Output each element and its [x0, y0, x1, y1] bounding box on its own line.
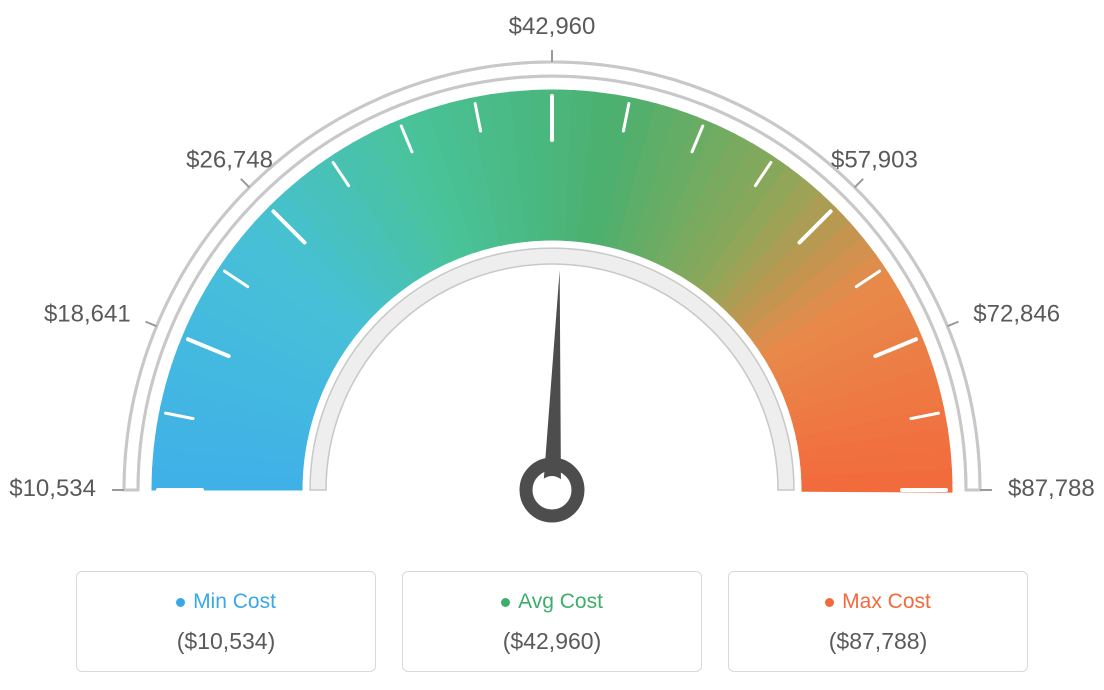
- dot-icon: [501, 598, 510, 607]
- legend-title-max: Max Cost: [825, 590, 931, 614]
- scale-label: $72,846: [973, 300, 1060, 327]
- legend-value-avg: ($42,960): [503, 628, 601, 655]
- legend-card-max: Max Cost ($87,788): [728, 571, 1028, 672]
- dot-icon: [825, 598, 834, 607]
- scale-label: $26,748: [186, 147, 273, 174]
- scale-label: $57,903: [831, 147, 918, 174]
- scale-label: $87,788: [1008, 475, 1095, 502]
- gauge-svg: $10,534 $18,641 $26,748 $42,960 $57,903 $72,8…: [0, 0, 1104, 560]
- dot-icon: [176, 598, 185, 607]
- scale-label: $18,641: [44, 300, 131, 327]
- legend-card-min: Min Cost ($10,534): [76, 571, 376, 672]
- scale-label: $10,534: [9, 475, 96, 502]
- legend-row: Min Cost ($10,534) Avg Cost ($42,960) Ma…: [0, 571, 1104, 672]
- legend-label: Avg Cost: [518, 590, 603, 614]
- legend-label: Max Cost: [842, 590, 931, 614]
- legend-card-avg: Avg Cost ($42,960): [402, 571, 702, 672]
- legend-label: Min Cost: [193, 590, 276, 614]
- legend-value-min: ($10,534): [177, 628, 275, 655]
- legend-title-avg: Avg Cost: [501, 590, 603, 614]
- cost-gauge: $10,534 $18,641 $26,748 $42,960 $57,903 $72,8…: [0, 0, 1104, 565]
- scale-label: $42,960: [509, 13, 596, 40]
- legend-title-min: Min Cost: [176, 590, 276, 614]
- legend-value-max: ($87,788): [829, 628, 927, 655]
